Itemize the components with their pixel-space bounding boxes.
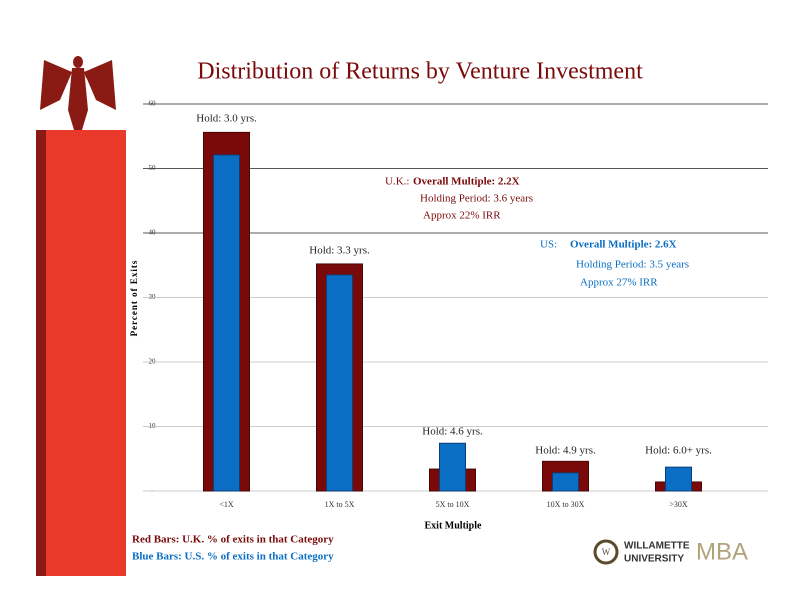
bar	[326, 274, 353, 492]
logo-text: WILLAMETTE	[624, 541, 690, 552]
bar	[552, 472, 579, 492]
annotation: Hold: 3.3 yrs.	[309, 245, 370, 257]
side-band	[36, 130, 126, 576]
logo-mba: MBA	[696, 538, 748, 565]
annotation: Hold: 4.9 yrs.	[535, 445, 596, 457]
us-summary: US: Overall Multiple: 2.6X Holding Perio…	[540, 239, 689, 289]
x-tick-label: 10X to 30X	[547, 500, 585, 509]
note-multiple: Overall Multiple: 2.2X	[413, 176, 520, 188]
legend-entry: Red Bars: U.K. % of exits in that Catego…	[132, 534, 334, 546]
x-tick-label: <1X	[219, 500, 234, 509]
logo-mark: W	[602, 547, 611, 557]
x-tick-label: 5X to 10X	[436, 500, 470, 509]
chart-title: Distribution of Returns by Venture Inves…	[197, 59, 643, 85]
logo-text: UNIVERSITY	[624, 554, 684, 565]
bar	[665, 466, 692, 492]
university-logo: W WILLAMETTE UNIVERSITY MBA	[593, 538, 748, 565]
annotation: Hold: 3.0 yrs.	[196, 113, 257, 125]
annotation: Hold: 4.6 yrs.	[422, 426, 483, 438]
note-irr: Approx 27% IRR	[580, 277, 658, 289]
annotation: Hold: 6.0+ yrs.	[645, 445, 712, 457]
x-tick-label: >30X	[669, 500, 688, 509]
uk-summary: U.K.: Overall Multiple: 2.2X Holding Per…	[385, 176, 533, 222]
bar	[213, 154, 240, 492]
legend-entry: Blue Bars: U.S. % of exits in that Categ…	[132, 551, 334, 563]
note-label: US:	[540, 239, 557, 251]
bar	[439, 442, 466, 492]
y-axis-label: Percent of Exits	[129, 260, 139, 337]
note-irr: Approx 22% IRR	[423, 210, 501, 222]
side-strip	[36, 130, 46, 576]
note-holding: Holding Period: 3.6 years	[420, 193, 533, 205]
angel-logo	[40, 56, 116, 130]
x-axis-label: Exit Multiple	[425, 520, 483, 531]
note-multiple: Overall Multiple: 2.6X	[570, 239, 677, 251]
x-tick-label: 1X to 5X	[325, 500, 355, 509]
note-holding: Holding Period: 3.5 years	[576, 259, 689, 271]
note-label: U.K.:	[385, 176, 409, 188]
